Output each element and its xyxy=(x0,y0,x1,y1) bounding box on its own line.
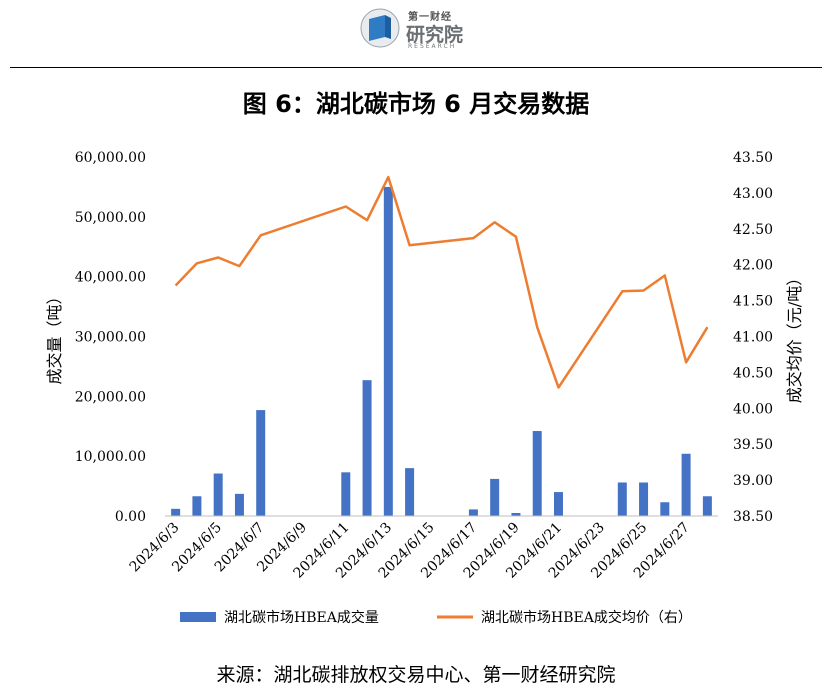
bar xyxy=(213,473,223,516)
y2-tick-label: 43.00 xyxy=(733,186,773,202)
figure-title: 图 6：湖北碳市场 6 月交易数据 xyxy=(242,90,590,118)
source-note: 来源：湖北碳排放权交易中心、第一财经研究院 xyxy=(216,664,616,686)
legend-bar-label: 湖北碳市场HBEA成交量 xyxy=(224,609,379,626)
bar xyxy=(192,496,202,516)
bar xyxy=(362,380,372,516)
research-logo: 第一财经 研究院 RESEARCH xyxy=(360,6,480,50)
y-tick-label: 30,000.00 xyxy=(75,330,146,346)
bar xyxy=(171,508,181,516)
y-tick-label: 60,000.00 xyxy=(75,150,146,166)
logo-sub-text: RESEARCH xyxy=(408,43,457,50)
price-line xyxy=(174,175,709,389)
y2-tick-label: 39.00 xyxy=(733,473,773,489)
bar xyxy=(681,453,691,516)
chart: 0.00 10,000.00 20,000.00 30,000.00 40,000.00… xyxy=(45,150,804,626)
bar xyxy=(490,478,500,516)
y2-tick-label: 43.50 xyxy=(733,150,773,166)
y-tick-label: 10,000.00 xyxy=(75,449,146,465)
y-tick-label: 0.00 xyxy=(115,509,146,525)
bar xyxy=(532,431,542,516)
logo-top-text: 第一财经 xyxy=(408,12,452,23)
y2-tick-label: 41.50 xyxy=(733,294,773,310)
bar xyxy=(660,502,670,516)
header-divider xyxy=(10,67,822,68)
bar xyxy=(702,496,712,516)
y2-tick-label: 40.00 xyxy=(733,401,773,417)
bar xyxy=(234,493,244,516)
y-tick-label: 50,000.00 xyxy=(75,210,146,226)
y2-tick-label: 41.00 xyxy=(733,330,773,346)
bar xyxy=(405,468,415,516)
y2-tick-label: 40.50 xyxy=(733,365,773,381)
y-tick-label: 20,000.00 xyxy=(75,389,146,405)
y-tick-label: 40,000.00 xyxy=(75,270,146,286)
bar xyxy=(256,410,266,516)
y2-tick-label: 38.50 xyxy=(733,509,773,525)
bar xyxy=(341,472,351,516)
bar xyxy=(553,492,563,516)
bar xyxy=(468,509,478,516)
bar xyxy=(617,482,627,516)
y2-axis-title: 成交均价（元/吨） xyxy=(785,270,804,403)
y2-tick-label: 42.00 xyxy=(733,258,773,274)
y2-tick-label: 39.50 xyxy=(733,437,773,453)
bar xyxy=(383,186,393,516)
legend-line-label: 湖北碳市场HBEA成交均价（右） xyxy=(481,609,692,626)
y-axis-title: 成交量（吨） xyxy=(45,288,64,384)
y2-tick-label: 42.50 xyxy=(733,222,773,238)
bar xyxy=(639,482,649,516)
logo-name-text: 研究院 xyxy=(406,24,464,46)
book-logo-icon xyxy=(360,8,400,48)
bar xyxy=(511,513,521,516)
legend-bar-swatch xyxy=(180,612,216,622)
